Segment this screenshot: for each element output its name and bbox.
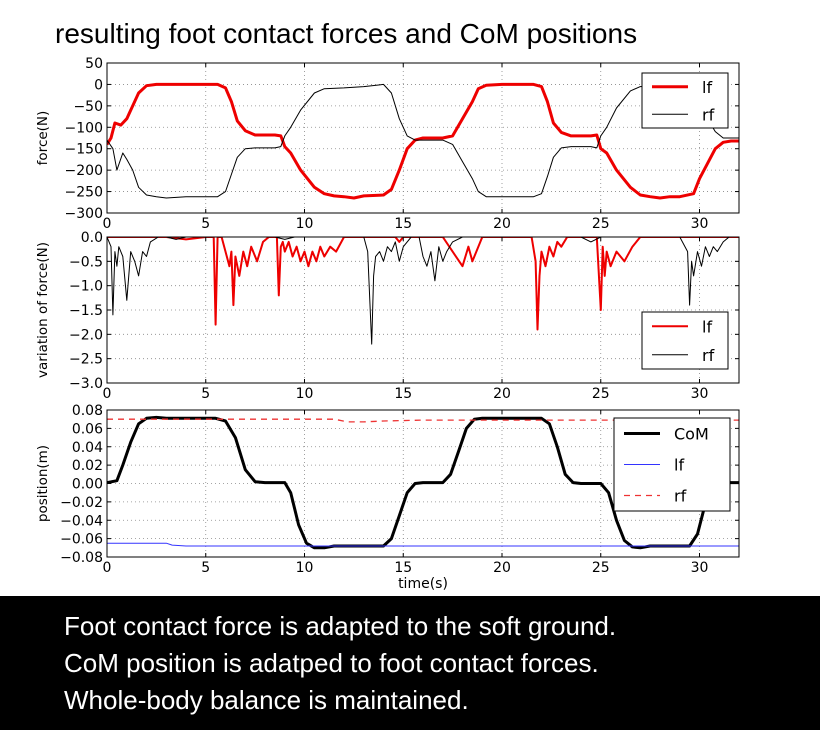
- y-tick-label: −50: [73, 99, 103, 115]
- x-tick-label: 5: [201, 216, 210, 232]
- x-tick-label: 25: [592, 216, 610, 232]
- x-tick-label: 0: [103, 386, 112, 402]
- y-tick-label: −2.0: [69, 327, 103, 343]
- legend-label-lf: lf: [674, 456, 684, 475]
- legend-label-rf: rf: [702, 105, 715, 124]
- y-tick-label: −3.0: [69, 376, 103, 392]
- y-tick-label: 0.02: [72, 458, 103, 474]
- x-tick-label: 15: [394, 386, 412, 402]
- y-tick-label: −0.5: [69, 254, 103, 270]
- y-tick-label: −300: [65, 206, 103, 222]
- y-tick-label: 50: [85, 56, 103, 72]
- y-tick-label: −1.5: [69, 303, 103, 319]
- series-line-com: [107, 415, 739, 550]
- x-tick-label: 15: [394, 216, 412, 232]
- x-tick-label: 20: [493, 560, 511, 576]
- legend-label-rf: rf: [674, 487, 687, 506]
- chart-panel-3: 0 5 10 15 20 25 30 0.08 0.06 0.04 0.02 0.00 −0.02 −0.…: [35, 403, 740, 592]
- legend-box: [641, 311, 729, 370]
- y-tick-label: −0.02: [60, 495, 103, 511]
- chart-panel-1: 0 5 10 15 20 25 30 50 0 −50 −100 −150 −200 −250 −300 fo…: [35, 56, 740, 232]
- x-tick-label: 15: [394, 560, 412, 576]
- chart-panel-2: 0 5 10 15 20 25 30 0.0 −0.5 −1.0 −1.5 −2.0 −2.5 −3.0 v…: [35, 230, 740, 402]
- x-axis-label: time(s): [398, 576, 448, 592]
- caption-line-1: Foot contact force is adapted to the sof…: [64, 611, 617, 641]
- series-line-lf: [107, 542, 739, 547]
- legend-label-lf: lf: [702, 317, 712, 336]
- x-tick-label: 25: [592, 386, 610, 402]
- legend-label-lf: lf: [702, 78, 712, 97]
- caption-line-2: CoM position is adatped to foot contact …: [64, 648, 599, 678]
- x-tick-label: 30: [691, 560, 709, 576]
- x-tick-label: 10: [296, 216, 314, 232]
- series-line-rf: [107, 237, 739, 345]
- series-line-lf: [107, 237, 739, 331]
- legend-box: [641, 72, 729, 129]
- y-tick-label: −0.06: [60, 532, 103, 548]
- x-tick-label: 25: [592, 560, 610, 576]
- x-tick-label: 20: [493, 216, 511, 232]
- x-tick-label: 30: [691, 216, 709, 232]
- page-title: resulting foot contact forces and CoM po…: [55, 18, 638, 49]
- legend-label-com: CoM: [674, 425, 709, 444]
- caption-line-3: Whole-body balance is maintained.: [64, 685, 469, 715]
- y-tick-label: −100: [65, 120, 103, 136]
- y-tick-label: 0.06: [72, 421, 103, 437]
- y-tick-label: 0.0: [81, 230, 103, 246]
- y-tick-label: −1.0: [69, 279, 103, 295]
- x-tick-label: 20: [493, 386, 511, 402]
- x-tick-label: 10: [296, 560, 314, 576]
- x-tick-label: 10: [296, 386, 314, 402]
- plot-frame: [106, 62, 740, 214]
- y-tick-label: 0.08: [72, 403, 103, 419]
- legend: CoM lf rf: [613, 417, 731, 512]
- y-axis-label: force(N): [35, 111, 51, 166]
- series-line-rf: [107, 83, 739, 199]
- y-axis-label: variation of force(N): [35, 242, 51, 378]
- x-tick-label: 5: [201, 560, 210, 576]
- y-axis-label: position(m): [35, 445, 51, 522]
- chart-area: 0 5 10 15 20 25 30500−50−100−150−200−250−300fo…: [35, 56, 740, 592]
- x-tick-label: 5: [201, 386, 210, 402]
- y-tick-label: −200: [65, 163, 103, 179]
- y-tick-label: −2.5: [69, 352, 103, 368]
- x-tick-label: 30: [691, 386, 709, 402]
- y-tick-label: −0.08: [60, 550, 103, 566]
- y-tick-label: −150: [65, 142, 103, 158]
- legend: lf rf: [641, 311, 729, 370]
- y-tick-label: 0.00: [72, 477, 103, 493]
- caption-box: Foot contact force is adapted to the sof…: [0, 596, 820, 730]
- legend-label-rf: rf: [702, 346, 715, 365]
- y-tick-label: 0.04: [72, 440, 103, 456]
- y-tick-label: 0: [94, 77, 103, 93]
- y-tick-label: −250: [65, 185, 103, 201]
- series-line-rf: [107, 418, 739, 423]
- legend: lf rf: [641, 72, 729, 129]
- series-line-lf: [107, 82, 739, 200]
- x-tick-label: 0: [103, 216, 112, 232]
- x-tick-label: 0: [103, 560, 112, 576]
- y-tick-label: −0.04: [60, 513, 103, 529]
